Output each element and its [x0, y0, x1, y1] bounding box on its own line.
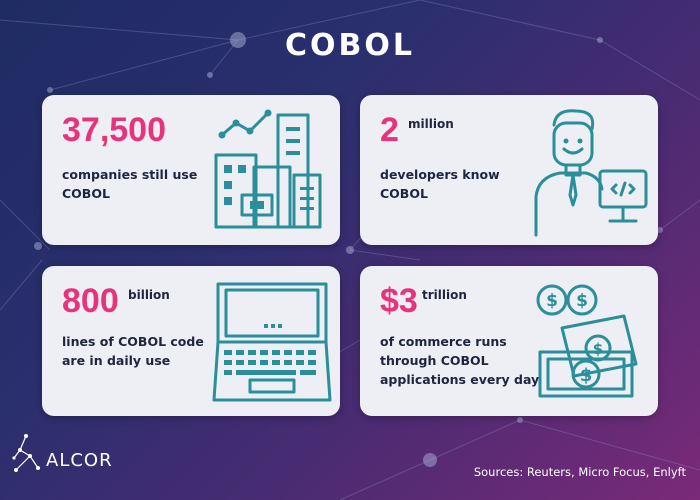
svg-text:$: $ [576, 291, 588, 311]
desc-line: COBOL [62, 186, 110, 201]
desc-line: are in daily use [62, 353, 171, 368]
buildings-chart-icon [214, 109, 322, 229]
stat-card-companies: 37,500 companies still use COBOL [42, 95, 340, 245]
desc-line: applications every day [380, 372, 540, 387]
page-title: COBOL [284, 28, 415, 63]
stat-number: $3 [380, 282, 418, 320]
stat-description: developers know COBOL [380, 165, 540, 203]
stat-card-lines-of-code: 800 billion lines of COBOL code are in d… [42, 266, 340, 416]
desc-line: companies still use [62, 167, 198, 182]
desc-line: of commerce runs [380, 334, 507, 349]
stat-number: 800 [62, 282, 119, 320]
stat-card-developers: 2 million developers know COBOL [360, 95, 658, 245]
stat-card-commerce: $3 trillion of commerce runs through COB… [360, 266, 658, 416]
sources-note: Sources: Reuters, Micro Focus, Enlyft [473, 465, 686, 479]
stat-unit: billion [128, 288, 170, 302]
developer-icon [534, 109, 648, 237]
stat-description: of commerce runs through COBOL applicati… [380, 332, 540, 389]
desc-line: lines of COBOL code [62, 334, 204, 349]
stat-description: lines of COBOL code are in daily use [62, 332, 222, 370]
money-icon: $ $ $ $ [536, 284, 638, 398]
svg-text:$: $ [593, 340, 603, 358]
svg-text:$: $ [580, 365, 593, 386]
desc-line: through COBOL [380, 353, 489, 368]
stat-number: 2 [380, 111, 399, 149]
stat-description: companies still use COBOL [62, 165, 222, 203]
svg-text:$: $ [546, 291, 558, 311]
stat-unit: million [408, 117, 454, 131]
brand-name: ALCOR [46, 450, 113, 471]
stat-unit: trillion [422, 288, 467, 302]
desc-line: developers know [380, 167, 500, 182]
stat-number: 37,500 [62, 111, 166, 149]
desc-line: COBOL [380, 186, 428, 201]
alcor-logo-icon [12, 434, 40, 472]
laptop-icon [212, 282, 332, 402]
